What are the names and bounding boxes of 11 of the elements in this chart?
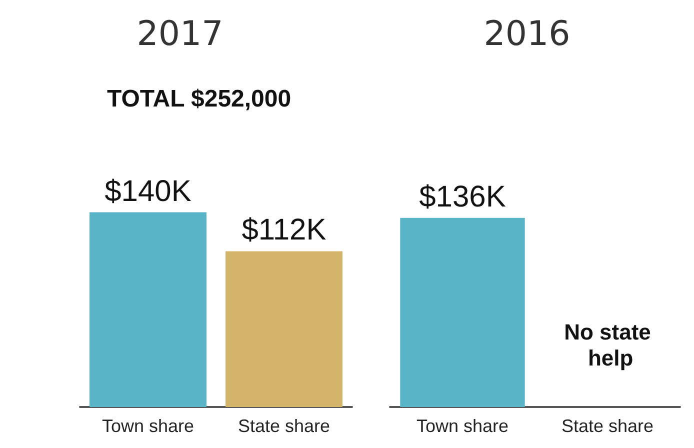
x-tick-label: State share — [561, 416, 654, 436]
x-tick-label: State share — [238, 416, 330, 436]
x-tick-label: Town share — [416, 416, 509, 436]
annotation: No state help — [564, 320, 651, 370]
chart-title: 2016 — [484, 14, 570, 54]
chart-title: 2017 — [136, 14, 224, 54]
data-label: $112K — [242, 214, 326, 247]
data-label: $140K — [104, 174, 192, 208]
x-tick-label: Town share — [102, 416, 194, 436]
chart-subtitle: TOTAL $252,000 — [107, 86, 292, 112]
data-label: $136K — [419, 180, 506, 214]
